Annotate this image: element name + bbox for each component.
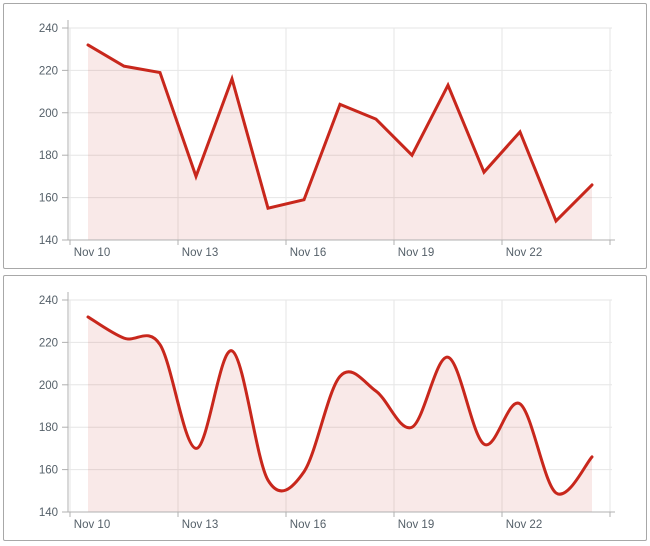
tick-labels: 140 160 180 200 220 240 Nov 10 Nov 13 Nov 16 Nov … <box>39 23 542 259</box>
x-axis-label: Nov 13 <box>182 519 218 531</box>
tick-labels: 140 160 180 200 220 240 Nov 10 Nov 13 Nov 16 Nov … <box>39 295 542 531</box>
x-axis-label: Nov 10 <box>74 247 110 259</box>
line-chart: 140 160 180 200 220 240 Nov 10 Nov 13 Nov 16 Nov … <box>39 20 615 259</box>
y-axis-label: 160 <box>39 193 58 205</box>
x-axis-label: Nov 19 <box>398 519 434 531</box>
series-line <box>86 315 594 496</box>
y-axis-label: 220 <box>39 337 58 349</box>
series-area <box>88 44 592 241</box>
spline-chart-panel: 140 160 180 200 220 240 Nov 10 Nov 13 Nov 16 Nov … <box>3 275 647 541</box>
gridlines <box>68 27 612 241</box>
y-axis-label: 200 <box>39 108 58 120</box>
x-axis-label: Nov 22 <box>506 247 542 259</box>
y-axis-label: 160 <box>39 465 58 477</box>
series-line <box>86 43 594 224</box>
x-axis-label: Nov 22 <box>506 519 542 531</box>
spline-chart: 140 160 180 200 220 240 Nov 10 Nov 13 Nov 16 Nov … <box>39 292 615 531</box>
x-axis-label: Nov 16 <box>290 519 326 531</box>
y-axis-label: 240 <box>39 295 58 307</box>
y-axis-label: 180 <box>39 422 58 434</box>
x-axis-label: Nov 13 <box>182 247 218 259</box>
y-axis-label: 140 <box>39 235 58 247</box>
series-area <box>88 316 592 512</box>
y-axis-label: 240 <box>39 23 58 35</box>
x-axis-label: Nov 10 <box>74 519 110 531</box>
x-axis-label: Nov 16 <box>290 247 326 259</box>
y-axis-label: 180 <box>39 150 58 162</box>
x-axis-label: Nov 19 <box>398 247 434 259</box>
y-axis-label: 220 <box>39 65 58 77</box>
y-axis-label: 200 <box>39 380 58 392</box>
axes <box>62 20 615 245</box>
line-chart-panel: 140 160 180 200 220 240 Nov 10 Nov 13 Nov 16 Nov … <box>3 3 647 269</box>
axes <box>62 292 615 517</box>
y-axis-label: 140 <box>39 507 58 519</box>
